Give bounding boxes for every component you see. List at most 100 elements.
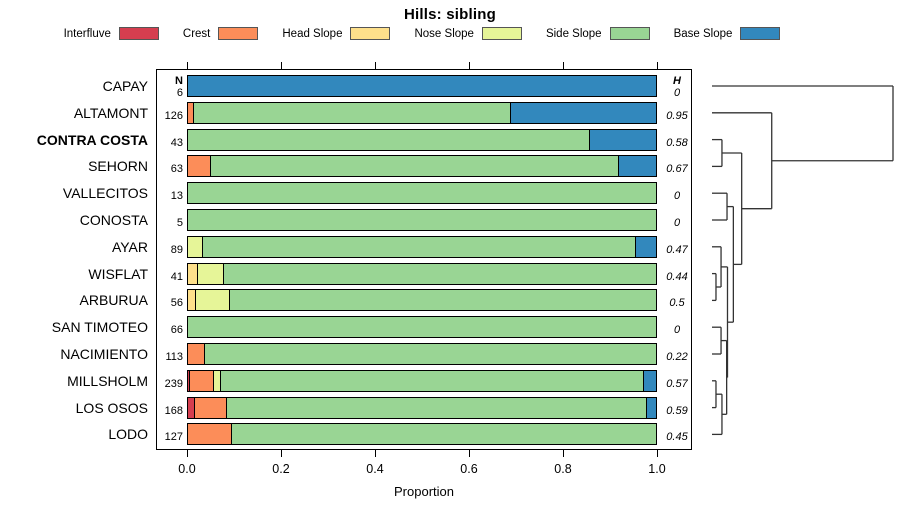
x-tick-label: 0.6 <box>460 462 478 476</box>
bar-conosta <box>187 209 657 231</box>
legend-label: Side Slope <box>545 27 602 40</box>
h-value: 0 <box>673 87 681 99</box>
h-value: 0.44 <box>666 270 688 283</box>
segment-side-slope <box>232 424 656 445</box>
legend: Interfluve Crest Head Slope Nose Slope Side … <box>0 27 872 40</box>
chart-title: Hills: sibling <box>404 6 496 23</box>
n-value: 6 <box>176 87 183 99</box>
n-value: 127 <box>164 431 183 444</box>
legend-label: Head Slope <box>282 27 343 40</box>
row-label-san-timoteo: SAN TIMOTEO <box>51 319 148 336</box>
h-value: 0.95 <box>666 109 688 122</box>
x-tick-top <box>187 62 188 69</box>
segment-head-slope <box>188 290 197 311</box>
row-label-contra-costa: CONTRA COSTA <box>36 131 148 148</box>
row-label-ayar: AYAR <box>111 238 148 255</box>
row-label-nacimiento: NACIMIENTO <box>60 346 148 362</box>
x-tick-top <box>657 62 658 69</box>
row-label-capay: CAPAY <box>102 78 148 94</box>
bar-los-osos <box>187 396 657 419</box>
n-value: 66 <box>170 324 183 337</box>
x-tick-bottom <box>281 450 282 457</box>
n-value: 56 <box>170 297 183 310</box>
segment-head-slope <box>188 263 199 284</box>
legend-swatch-crest <box>218 27 259 40</box>
bar-san-timoteo <box>187 316 657 339</box>
bar-contra-costa <box>187 128 657 151</box>
h-value: 0.45 <box>666 431 688 444</box>
segment-base-slope <box>646 397 656 418</box>
segment-base-slope <box>618 156 656 177</box>
legend-item-crest: Crest <box>182 27 259 40</box>
x-tick-top <box>281 62 282 69</box>
segment-base-slope <box>635 236 656 257</box>
n-column-header: N <box>175 75 183 87</box>
n-value: 41 <box>170 270 183 283</box>
legend-item-head-slope: Head Slope <box>282 27 391 40</box>
legend-item-interfluve: Interfluve <box>64 27 159 40</box>
segment-nose-slope <box>213 370 222 391</box>
n-value: 63 <box>170 163 183 176</box>
bar-arburua <box>187 289 657 312</box>
legend-label: Base Slope <box>673 27 733 40</box>
segment-crest <box>188 102 194 123</box>
bar-millsholm <box>187 369 657 392</box>
segment-side-slope <box>230 290 656 311</box>
n-value: 126 <box>164 109 183 122</box>
segment-side-slope <box>188 210 656 230</box>
segment-crest <box>188 424 233 445</box>
n-value: 168 <box>164 404 183 417</box>
legend-label: Interfluve <box>63 27 111 40</box>
segment-side-slope <box>203 236 636 257</box>
h-value: 0.67 <box>666 163 688 176</box>
bar-nacimiento <box>187 343 657 365</box>
bar-vallecitos <box>187 182 657 205</box>
legend-label: Crest <box>182 27 211 40</box>
row-label-altamont: ALTAMONT <box>73 104 148 121</box>
legend-item-nose-slope: Nose Slope <box>414 27 522 40</box>
h-value: 0.59 <box>666 404 688 417</box>
segment-nose-slope <box>196 290 231 311</box>
x-tick-bottom <box>563 450 564 457</box>
h-value: 0.22 <box>666 351 688 363</box>
n-value: 113 <box>165 351 183 363</box>
segment-base-slope <box>590 129 656 150</box>
x-tick-label: 0.2 <box>272 462 290 476</box>
segment-side-slope <box>188 129 591 150</box>
legend-item-base-slope: Base Slope <box>674 27 781 40</box>
h-value: 0.47 <box>666 243 688 256</box>
legend-swatch-interfluve <box>118 27 159 40</box>
segment-crest <box>189 370 214 391</box>
segment-base-slope <box>644 370 656 391</box>
n-value: 89 <box>170 243 183 256</box>
x-tick-label: 0.8 <box>554 462 572 476</box>
segment-side-slope <box>188 183 656 204</box>
segment-side-slope <box>226 397 647 418</box>
segment-side-slope <box>211 156 619 177</box>
x-tick-label: 0.4 <box>366 462 384 476</box>
x-tick-top <box>469 62 470 69</box>
segment-crest <box>188 156 212 177</box>
segment-side-slope <box>193 102 511 123</box>
x-tick-bottom <box>657 450 658 457</box>
h-column-header: H <box>673 75 681 87</box>
legend-swatch-side-slope <box>609 27 650 40</box>
legend-swatch-base-slope <box>740 27 781 40</box>
n-value: 239 <box>164 377 183 390</box>
segment-nose-slope <box>188 236 204 257</box>
row-label-conosta: CONOSTA <box>79 212 148 228</box>
h-value: 0.58 <box>666 136 688 149</box>
row-label-millsholm: MILLSHOLM <box>67 372 148 389</box>
segment-interfluve <box>188 397 196 418</box>
segment-side-slope <box>204 344 656 364</box>
segment-crest <box>195 397 227 418</box>
n-value: 13 <box>170 190 183 203</box>
row-label-los-osos: LOS OSOS <box>75 399 148 416</box>
h-value: 0 <box>673 190 681 203</box>
segment-side-slope <box>221 370 645 391</box>
row-label-wisflat: WISFLAT <box>88 265 148 282</box>
h-value: 0.5 <box>669 297 685 310</box>
x-tick-top <box>375 62 376 69</box>
